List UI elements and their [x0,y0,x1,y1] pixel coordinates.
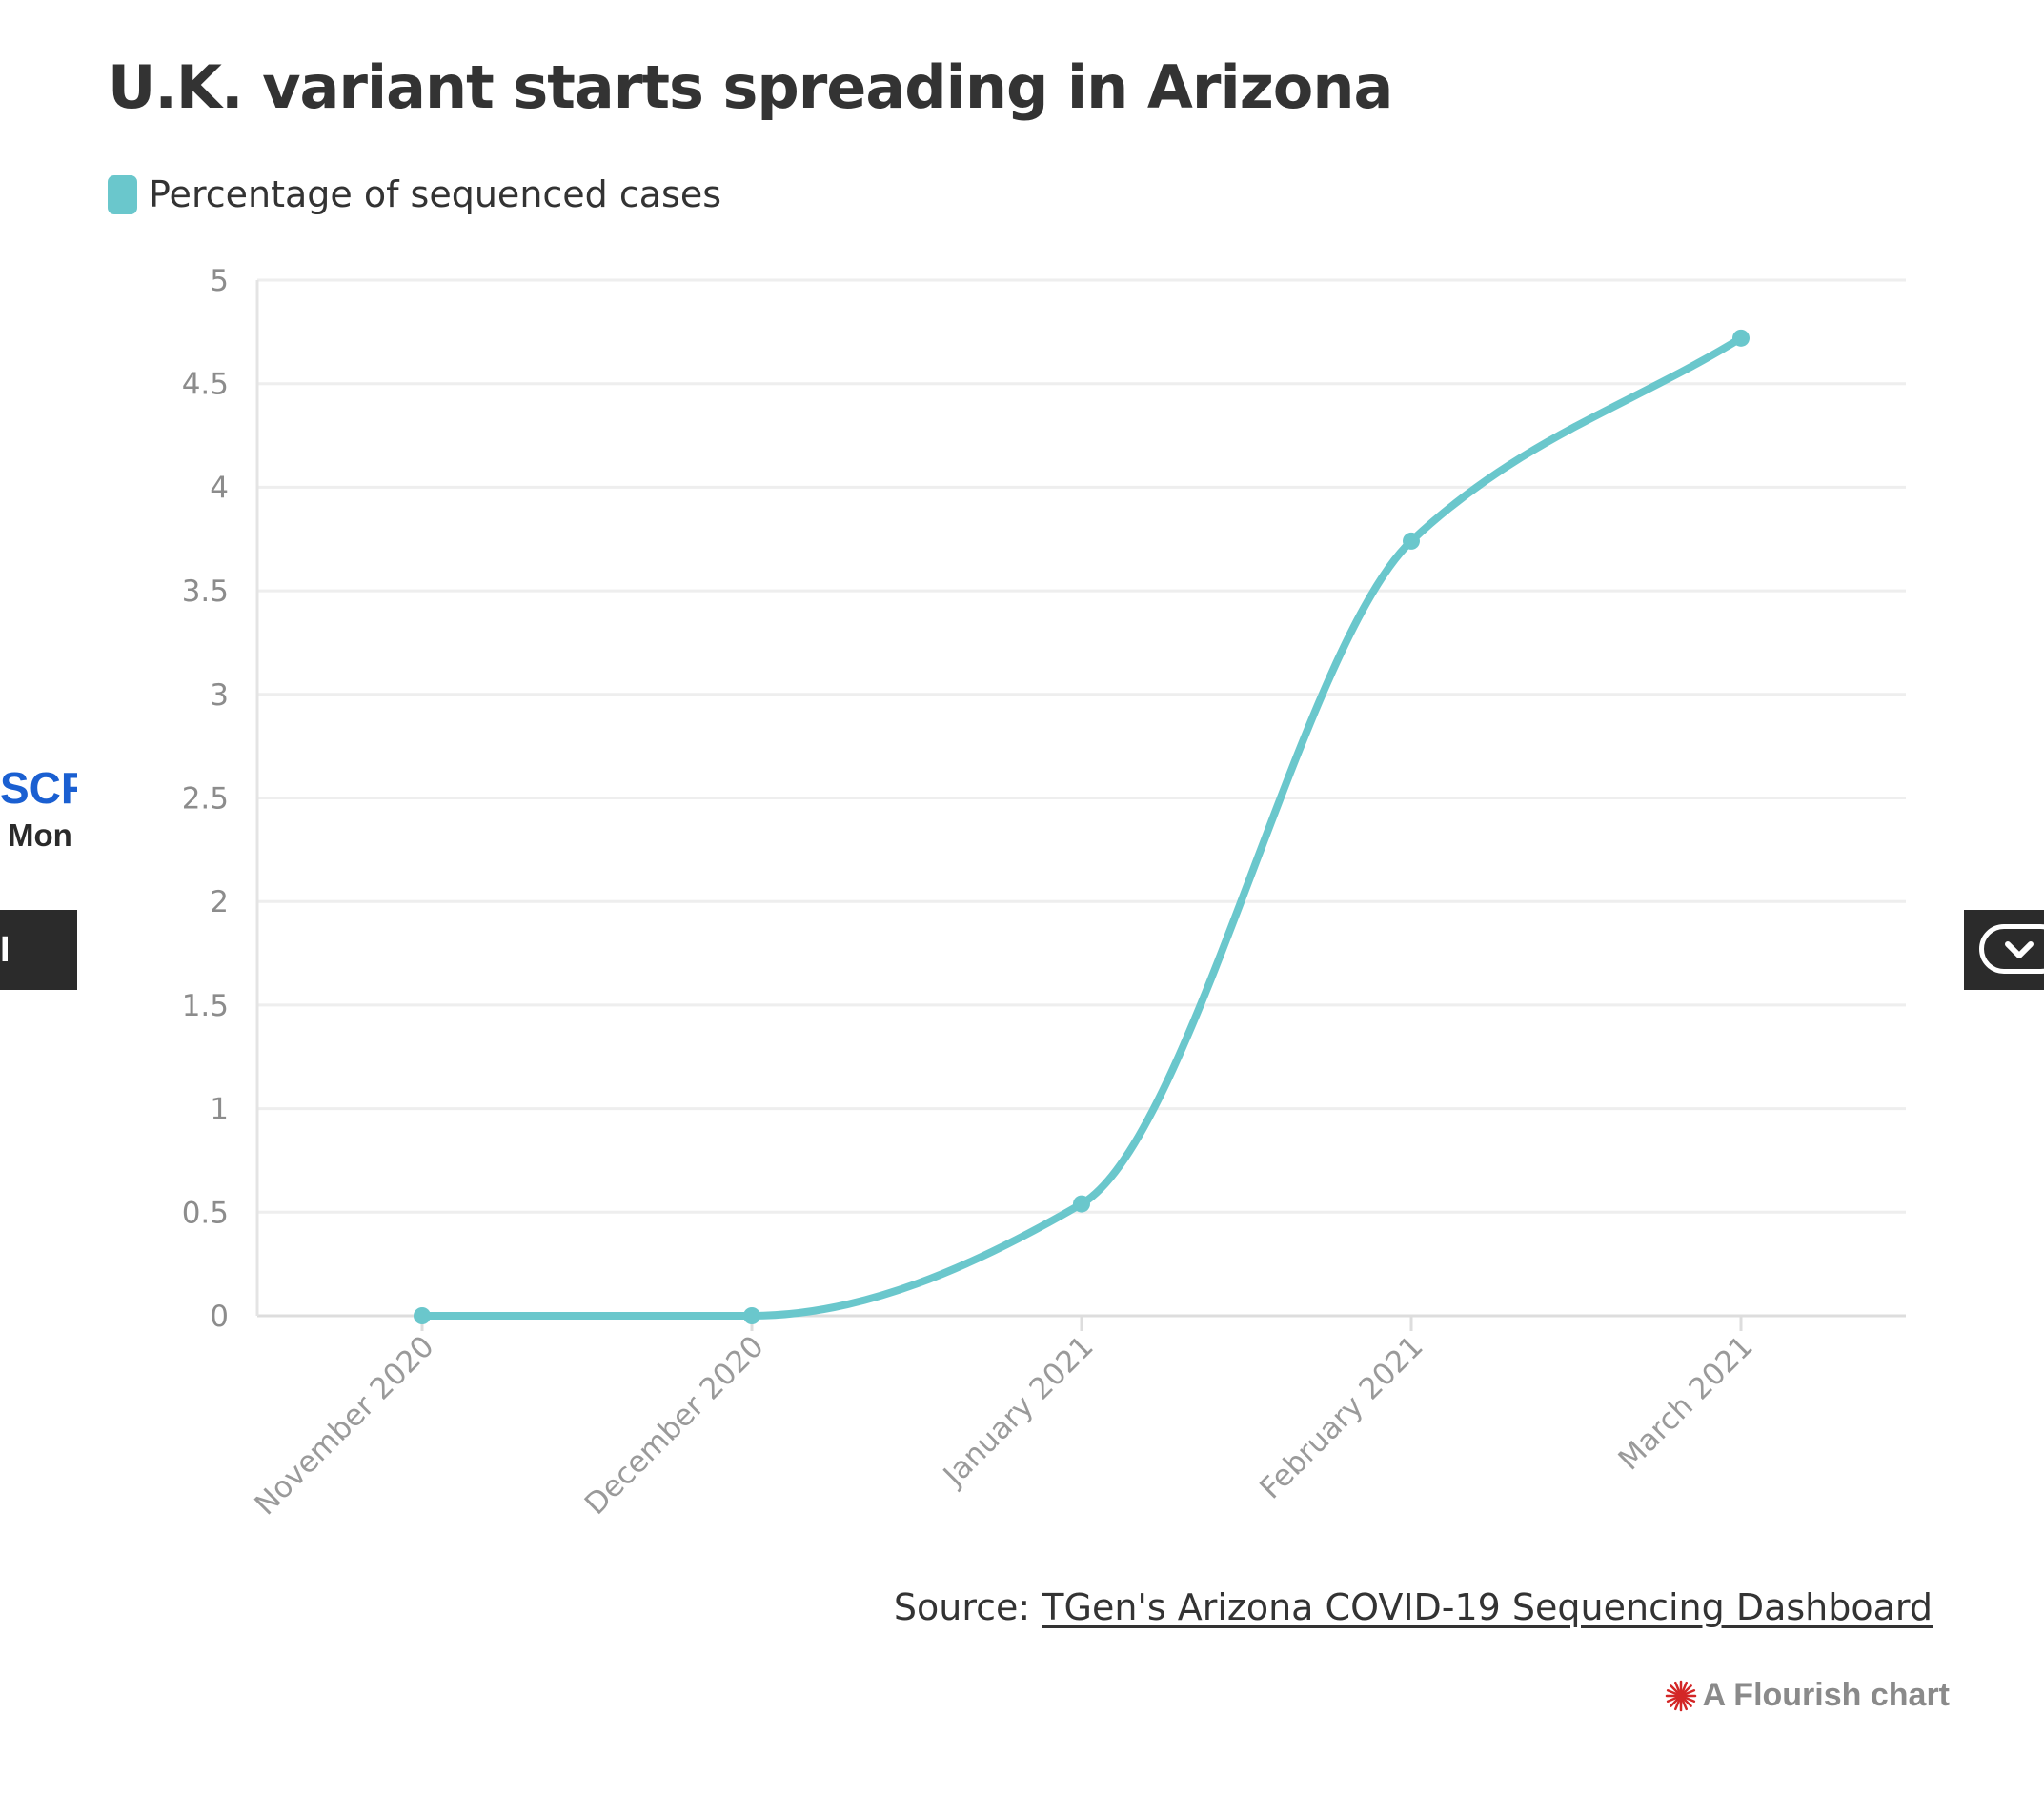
source-prefix: Source: [893,1586,1042,1628]
data-point [743,1307,760,1324]
flourish-credit[interactable]: A Flourish chart [1665,1677,1950,1714]
legend-label: Percentage of sequenced cases [149,173,722,215]
background-left-panel: SCR Mon [0,753,77,1000]
chevron-pill-icon [1979,924,2044,974]
gridlines [257,278,1906,1318]
chart-legend[interactable]: Percentage of sequenced cases [108,173,721,215]
y-tick-label: 2.5 [182,782,229,817]
series-line [418,333,1745,1321]
x-tick-label: February 2021 [1253,1329,1429,1505]
legend-swatch [108,174,137,214]
flourish-credit-label: A Flourish chart [1702,1677,1950,1713]
data-point [1403,532,1420,550]
source-note: Source: TGen's Arizona COVID-19 Sequenci… [894,1586,1933,1628]
chevron-down-icon [2005,941,2034,958]
background-collapse-button[interactable] [1964,910,2044,990]
background-bar-text: I S [0,929,77,970]
y-tick-label: 4 [210,471,229,505]
data-point [1732,329,1750,347]
y-tick-label: 3 [210,678,229,713]
y-tick-label: 1.5 [182,989,229,1023]
y-tick-label: 4.5 [182,368,229,402]
flourish-logo-icon [1665,1680,1696,1711]
y-tick-label: 5 [210,264,229,298]
y-tick-label: 3.5 [182,575,229,609]
source-link[interactable]: TGen's Arizona COVID-19 Sequencing Dashb… [1042,1586,1933,1628]
data-point [414,1307,431,1324]
y-axis: 0 0.5 1 1.5 2 2.5 3 3.5 4 4.5 5 [182,264,259,1334]
x-tick-label: March 2021 [1612,1329,1760,1477]
data-point [1073,1195,1090,1213]
background-headline: SCR [0,763,77,813]
series-layer [414,329,1750,1324]
background-subline: Mon [8,817,72,853]
x-tick-label: January 2021 [936,1329,1101,1494]
x-tick-label: November 2020 [248,1329,440,1522]
x-tick-label: December 2020 [578,1329,771,1522]
y-tick-label: 2 [210,885,229,919]
y-tick-label: 1 [210,1093,229,1127]
background-dark-bar: I S [0,910,77,990]
y-tick-label: 0 [210,1300,229,1334]
x-axis: November 2020 December 2020 January 2021 Fe… [248,1316,1760,1522]
chart-title: U.K. variant starts spreading in Arizona [108,52,1393,122]
y-tick-label: 0.5 [182,1196,229,1230]
